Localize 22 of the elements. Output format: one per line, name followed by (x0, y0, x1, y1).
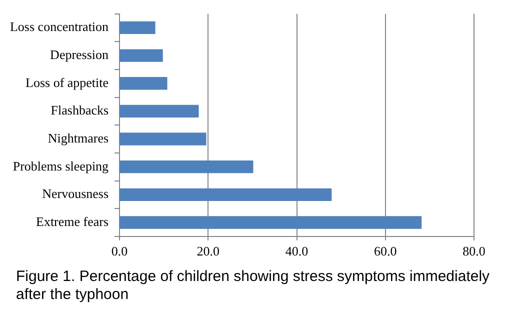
bar (120, 77, 168, 90)
text: Figure 1. Percentage of children showing stress symptoms immediately after the typhoon (16, 268, 491, 304)
x-tick-label: 20.0 (196, 244, 220, 259)
bar (120, 160, 254, 174)
bar (120, 216, 422, 229)
x-tick-label: 80.0 (462, 244, 486, 259)
y-tick-label: Problems sleeping (12, 158, 110, 174)
bar (120, 49, 163, 62)
bar (120, 188, 332, 201)
x-tick-label: 40.0 (285, 244, 308, 259)
y-tick-label: Extreme fears (36, 214, 109, 229)
y-tick-label: Flashbacks (50, 102, 109, 118)
x-tick-label: 60.0 (374, 244, 397, 259)
y-tick-label: Nervousness (42, 186, 109, 202)
bar (120, 21, 156, 34)
y-tick-label: Loss concentration (10, 19, 110, 34)
y-tick-label: Loss of appetite (26, 74, 109, 90)
y-tick-label: Nightmares (48, 130, 109, 146)
x-tick-label: 0.0 (111, 244, 128, 259)
bar (120, 104, 199, 118)
y-tick-label: Depression (50, 46, 110, 62)
bar (120, 132, 206, 146)
